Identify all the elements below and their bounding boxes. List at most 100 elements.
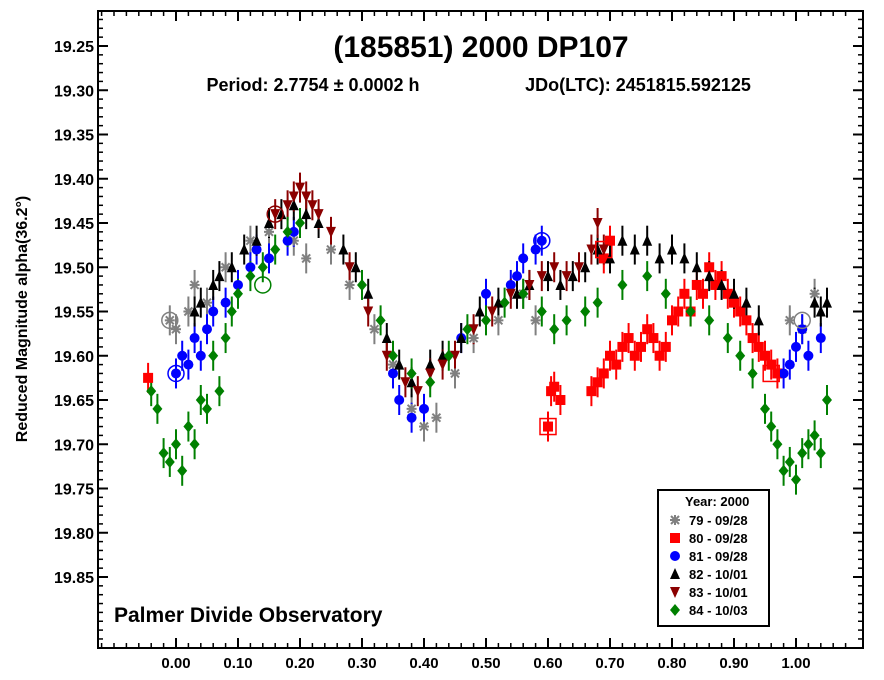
- data-point-asterisk: [301, 253, 312, 264]
- data-point-square: [698, 288, 708, 299]
- data-point-diamond: [803, 438, 814, 451]
- legend-marker-shape: [670, 551, 680, 561]
- data-point-triangle-up: [642, 234, 653, 246]
- x-tick-label: 0.80: [657, 655, 686, 672]
- data-point-triangle-up: [437, 349, 448, 361]
- data-point-diamond: [146, 385, 157, 398]
- data-point-square: [722, 288, 733, 299]
- chart-title: (185851) 2000 DP107: [333, 31, 628, 64]
- data-point-circle: [171, 368, 181, 379]
- data-point-triangle-up: [189, 305, 200, 317]
- data-point-circle: [195, 350, 206, 361]
- data-point-diamond: [617, 278, 628, 291]
- data-point-diamond: [443, 349, 454, 362]
- data-point-circle: [512, 271, 522, 282]
- data-point-triangle-up: [809, 296, 820, 308]
- data-point-circle: [778, 368, 789, 379]
- data-point-triangle-up: [629, 243, 640, 255]
- data-point-triangle-up: [822, 296, 832, 308]
- highlight-marker: [793, 311, 811, 330]
- highlights-layer: [161, 205, 811, 436]
- data-point-diamond: [704, 314, 715, 327]
- data-point-square: [555, 395, 566, 405]
- data-point-triangle-up: [691, 261, 702, 273]
- data-point-diamond: [357, 278, 367, 291]
- legend-marker-square: [670, 533, 680, 543]
- legend-label: 79 - 09/28: [689, 512, 748, 528]
- data-point-triangle-up: [679, 252, 690, 264]
- data-point-square: [660, 341, 671, 352]
- data-point-diamond: [772, 438, 783, 451]
- x-tick-label: 1.00: [781, 655, 810, 672]
- data-point-circle: [536, 235, 547, 246]
- axis-ticks-layer: 0.00 0.10 0.20 0.30 0.40 0.50 0.60 0.70 0.80 0.90…: [54, 11, 863, 672]
- y-tick-label: 19.85: [54, 570, 94, 587]
- y-tick-label: 19.45: [54, 216, 94, 233]
- legend-item: 81 - 09/28: [667, 548, 748, 564]
- data-point-asterisk: [369, 324, 380, 335]
- data-point-triangle-up: [226, 261, 237, 273]
- data-point-triangle-down: [295, 182, 305, 194]
- data-point-asterisk: [220, 262, 231, 273]
- legend-title: Year: 2000: [685, 494, 750, 509]
- data-point-triangle-up: [567, 270, 578, 282]
- data-point-diamond: [747, 367, 758, 380]
- legend-marker-diamond: [670, 604, 680, 616]
- data-point-circle: [406, 412, 417, 423]
- data-point-asterisk: [344, 279, 355, 290]
- data-point-circle: [208, 306, 219, 317]
- y-tick-label: 19.30: [54, 83, 94, 100]
- x-tick-label: 0.20: [285, 655, 314, 672]
- data-point-triangle-up: [815, 305, 826, 317]
- data-point-triangle-down: [561, 271, 572, 283]
- legend-marker-shape: [670, 568, 680, 579]
- data-point-triangle-down: [301, 191, 312, 203]
- data-point-circle: [797, 324, 808, 335]
- legend-label: 81 - 09/28: [689, 548, 748, 564]
- data-point-diamond: [685, 305, 696, 318]
- data-point-square: [642, 324, 653, 335]
- data-point-triangle-up: [493, 296, 504, 308]
- data-point-square: [549, 381, 560, 392]
- x-tick-label: 0.10: [223, 655, 252, 672]
- data-point-circle: [388, 368, 398, 379]
- data-point-square: [143, 372, 154, 383]
- data-point-triangle-down: [592, 218, 603, 229]
- data-point-triangle-up: [512, 287, 522, 299]
- data-point-triangle-down: [487, 306, 498, 318]
- data-point-diamond: [809, 429, 820, 442]
- data-point-asterisk: [450, 368, 460, 379]
- data-point-triangle-down: [313, 209, 324, 221]
- data-point-diamond: [797, 447, 808, 460]
- data-point-diamond: [202, 402, 212, 415]
- data-point-triangle-up: [394, 358, 405, 370]
- data-point-diamond: [778, 464, 789, 477]
- data-point-diamond: [295, 217, 305, 229]
- data-point-triangle-down: [282, 200, 293, 212]
- data-point-diamond: [642, 270, 653, 283]
- data-point-triangle-down: [326, 226, 336, 238]
- data-point-diamond: [822, 394, 832, 406]
- y-tick-label: 19.50: [54, 260, 94, 277]
- data-point-circle: [177, 350, 188, 361]
- data-point-circle: [282, 235, 293, 246]
- data-point-triangle-down: [381, 350, 392, 362]
- data-point-square: [648, 333, 659, 344]
- data-point-diamond: [735, 349, 746, 362]
- data-point-triangle-up: [301, 208, 312, 220]
- data-point-diamond: [158, 447, 169, 460]
- data-point-triangle-down: [598, 244, 609, 256]
- data-point-triangle-up: [474, 305, 485, 317]
- data-point-diamond: [549, 323, 560, 336]
- y-tick-label: 19.55: [54, 305, 94, 322]
- data-point-square: [623, 333, 634, 344]
- y-tick-label: 19.65: [54, 393, 94, 410]
- data-point-square: [605, 235, 615, 246]
- highlight-marker: [254, 276, 272, 294]
- y-tick-label: 19.75: [54, 482, 94, 499]
- data-point-triangle-up: [338, 243, 349, 255]
- y-tick-label: 19.25: [54, 39, 94, 56]
- data-point-square: [598, 368, 609, 379]
- legend-item: 82 - 10/01: [667, 566, 748, 582]
- data-point-circle: [288, 226, 299, 237]
